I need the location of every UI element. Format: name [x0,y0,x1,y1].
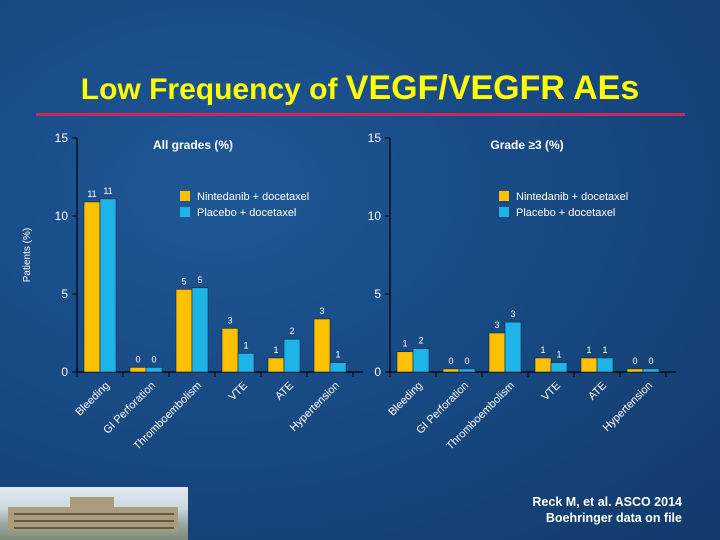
bar-nintedanib [175,289,193,373]
category-label: ATE [273,380,296,403]
data-label: 0 [648,356,653,366]
y-axis-title: Patients (%) [22,228,33,282]
data-label: 2 [289,326,294,336]
category-label: Hypertension [601,380,655,434]
data-label: 1 [402,339,407,349]
legend-label: Nintedanib + docetaxel [516,191,628,203]
chart-title: Grade ≥3 (%) [490,138,563,152]
bar-placebo [504,321,522,373]
bar-nintedanib [396,351,414,373]
legend-swatch [180,191,190,201]
y-tick-label: 5 [61,287,68,301]
data-label: 1 [243,340,248,350]
data-label: 3 [494,320,499,330]
data-label: 0 [151,354,156,364]
data-label: 0 [632,356,637,366]
data-label: 0 [135,354,140,364]
bar-placebo [283,338,301,373]
bar-placebo [99,198,117,373]
bar-nintedanib [313,318,331,373]
category-label: Hypertension [288,380,342,434]
data-label: 1 [556,350,561,360]
legend-label: Nintedanib + docetaxel [197,191,309,203]
bar-placebo [191,287,209,373]
bar-nintedanib [442,368,460,373]
citation-line-2: Boehringer data on file [545,511,682,525]
category-label: VTE [539,380,563,404]
bar-placebo [550,362,568,373]
title-underline [36,113,685,116]
data-label: 0 [464,356,469,366]
category-label: Bleeding [73,380,112,419]
data-label: 1 [335,350,340,360]
bar-nintedanib [129,367,147,373]
data-label: 1 [540,345,545,355]
bar-nintedanib [580,357,598,373]
data-label: 5 [197,275,202,285]
data-label: 1 [273,345,278,355]
bar-placebo [237,352,255,373]
bar-nintedanib [534,357,552,373]
data-label: 3 [319,306,324,316]
legend-label: Placebo + docetaxel [516,207,615,219]
data-label: 1 [602,345,607,355]
bar-nintedanib [267,357,285,373]
data-label: 2 [418,336,423,346]
legend-swatch [499,191,509,201]
data-label: 0 [448,356,453,366]
data-label: 11 [87,189,96,199]
citation-line-1: Reck M, et al. ASCO 2014 [532,495,682,509]
bar-nintedanib [83,201,101,373]
slide-title-part1: Low Frequency of [80,73,346,106]
bar-placebo [458,368,476,373]
legend-label: Placebo + docetaxel [197,207,296,219]
building-photo [0,487,188,540]
data-label: 3 [227,315,232,325]
bar-placebo [145,367,163,373]
y-tick-label: 10 [368,209,382,223]
bar-nintedanib [221,328,239,373]
bar-nintedanib [626,368,644,373]
y-tick-label: 10 [55,209,69,223]
category-label: ATE [586,380,609,403]
data-label: 1 [586,345,591,355]
slide-title: Low Frequency of VEGF/VEGFR AEs [0,68,720,110]
category-label: Bleeding [386,380,425,419]
chart-title: All grades (%) [153,138,233,152]
bar-placebo [329,362,347,373]
legend-swatch [499,207,509,217]
data-label: 3 [510,309,515,319]
data-label: 11 [103,186,112,196]
bar-placebo [596,357,614,373]
y-tick-label: 15 [55,131,69,145]
y-tick-label: 15 [368,131,382,145]
bar-nintedanib [488,332,506,373]
data-label: 5 [181,276,186,286]
legend-swatch [180,207,190,217]
slide-title-part2: VEGF/VEGFR AEs [345,69,640,107]
citation: Reck M, et al. ASCO 2014 Boehringer data… [532,494,682,526]
bar-placebo [642,368,660,373]
y-tick-label: 0 [61,365,68,379]
y-tick-label: 0 [374,365,381,379]
y-tick-label: 5 [374,287,381,301]
category-label: VTE [226,380,250,404]
bar-placebo [412,348,430,373]
